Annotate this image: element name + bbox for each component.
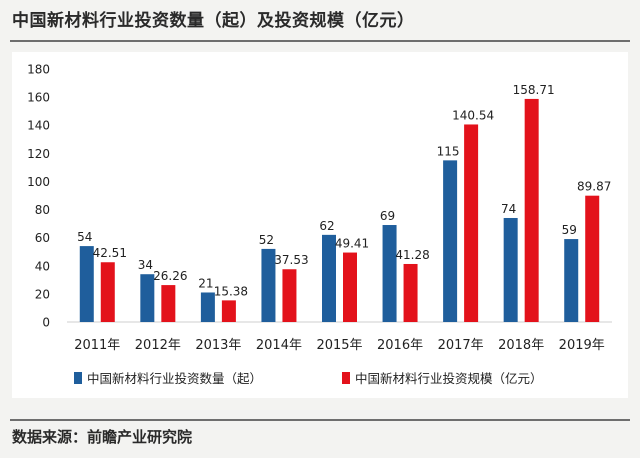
y-tick-label-4: 80 [35, 203, 50, 217]
bar-amount-6 [464, 124, 479, 322]
chart-title: 中国新材料行业投资数量（起）及投资规模（亿元） [12, 11, 415, 31]
data-source: 数据来源：前瞻产业研究院 [12, 428, 193, 446]
x-tick-label-1: 2012年 [135, 338, 181, 353]
data-label-count-5: 69 [380, 209, 395, 223]
data-label-amount-0: 42.51 [93, 246, 127, 260]
data-label-amount-6: 140.54 [452, 108, 494, 122]
x-tick-label-7: 2018年 [498, 338, 544, 353]
data-label-amount-7: 158.71 [513, 83, 555, 97]
y-tick-label-5: 100 [27, 175, 50, 189]
data-label-count-2: 21 [198, 276, 213, 290]
bar-amount-2 [221, 300, 236, 322]
data-label-count-0: 54 [77, 230, 92, 244]
data-label-count-4: 62 [319, 219, 334, 233]
x-tick-label-2: 2013年 [195, 338, 241, 353]
chart-panel: 0 20 40 60 80 100 120 140 160 180 54 42.51 2011年 34 26… [12, 52, 628, 398]
bar-count-0 [79, 246, 94, 322]
bar-amount-4 [343, 252, 357, 322]
data-label-amount-4: 49.41 [335, 237, 369, 251]
y-tick-label-7: 140 [27, 119, 50, 133]
y-tick-label-3: 60 [35, 231, 50, 245]
legend-label-count: 中国新材料行业投资数量（起） [87, 371, 262, 386]
bar-amount-3 [282, 269, 297, 322]
data-label-count-7: 74 [501, 202, 516, 216]
bar-count-2 [200, 292, 215, 322]
legend-swatch-count [74, 372, 82, 384]
x-tick-label-3: 2014年 [256, 338, 302, 353]
data-label-amount-8: 89.87 [577, 180, 611, 194]
data-label-amount-1: 26.26 [153, 269, 187, 283]
data-label-amount-3: 37.53 [274, 253, 308, 267]
bar-count-1 [140, 274, 155, 322]
y-tick-label-9: 180 [27, 63, 50, 77]
data-label-amount-5: 41.28 [395, 248, 429, 262]
y-tick-label-0: 0 [42, 316, 50, 330]
bar-amount-5 [403, 263, 418, 322]
data-label-count-1: 34 [138, 258, 153, 272]
x-tick-label-5: 2016年 [377, 338, 423, 353]
x-tick-label-4: 2015年 [316, 338, 362, 353]
x-tick-label-8: 2019年 [559, 338, 605, 353]
data-label-count-6: 115 [437, 144, 460, 158]
y-tick-label-8: 160 [27, 91, 50, 105]
bar-amount-1 [161, 285, 176, 322]
bar-count-6 [443, 160, 458, 322]
source-divider [10, 419, 630, 421]
x-tick-label-6: 2017年 [438, 338, 484, 353]
y-tick-label-1: 20 [35, 287, 50, 301]
bar-amount-8 [585, 195, 600, 322]
bar-count-5 [382, 225, 397, 322]
x-tick-label-0: 2011年 [74, 338, 120, 353]
bar-count-3 [261, 248, 276, 322]
data-label-count-8: 59 [562, 223, 577, 237]
legend-swatch-amount [342, 372, 350, 384]
y-tick-label-6: 120 [27, 147, 50, 161]
bar-count-7 [503, 217, 518, 322]
y-tick-label-2: 40 [35, 259, 50, 273]
bar-amount-0 [100, 262, 115, 322]
legend-label-amount: 中国新材料行业投资规模（亿元） [355, 371, 543, 386]
bar-count-8 [564, 239, 579, 322]
bar-amount-7 [524, 98, 539, 322]
data-label-amount-2: 15.38 [214, 284, 248, 298]
data-label-count-3: 52 [259, 233, 274, 247]
bar-count-4 [322, 234, 336, 322]
title-divider [10, 40, 630, 42]
